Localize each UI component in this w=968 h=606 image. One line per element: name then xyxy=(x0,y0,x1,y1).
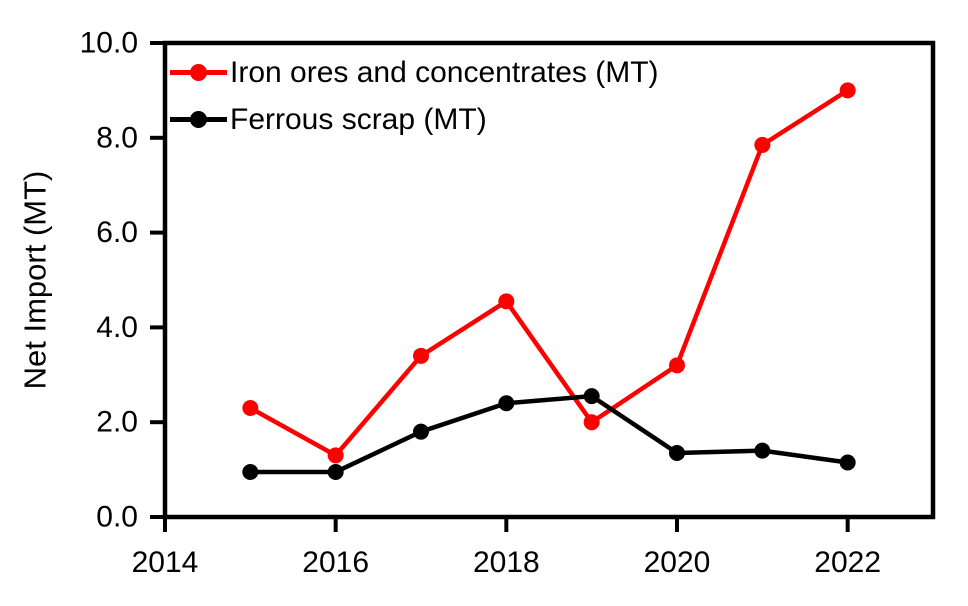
legend-dot-black xyxy=(190,111,207,128)
data-point-1 xyxy=(754,442,771,459)
data-point-1 xyxy=(498,395,515,412)
data-point-0 xyxy=(242,399,259,416)
legend-label-ferrous-scrap: Ferrous scrap (MT) xyxy=(230,102,487,136)
data-point-1 xyxy=(583,388,600,405)
series-line-0 xyxy=(248,88,850,458)
legend: Iron ores and concentrates (MT) Ferrous … xyxy=(170,49,659,143)
x-tick-label: 2020 xyxy=(644,546,711,579)
data-point-1 xyxy=(242,463,259,480)
data-point-0 xyxy=(754,136,771,153)
legend-label-iron-ores: Iron ores and concentrates (MT) xyxy=(230,55,659,89)
x-tick-label: 2014 xyxy=(132,546,199,579)
x-tick-label: 2016 xyxy=(302,546,369,579)
y-tick-label: 10.0 xyxy=(80,27,138,60)
data-point-1 xyxy=(413,423,429,440)
legend-line-dot-icon xyxy=(170,61,227,85)
data-point-0 xyxy=(498,293,515,310)
series-line-1 xyxy=(248,393,850,475)
data-point-1 xyxy=(669,445,685,462)
legend-dot-red xyxy=(190,64,207,81)
legend-item-iron-ores: Iron ores and concentrates (MT) xyxy=(170,49,659,96)
data-point-0 xyxy=(413,347,429,364)
data-point-1 xyxy=(839,454,856,471)
data-point-0 xyxy=(669,357,685,374)
y-tick-label: 8.0 xyxy=(96,121,138,154)
y-tick-label: 4.0 xyxy=(96,311,138,344)
data-point-1 xyxy=(327,463,344,480)
y-tick-label: 2.0 xyxy=(96,406,138,439)
x-tick-label: 2018 xyxy=(473,546,540,579)
data-point-0 xyxy=(583,414,600,431)
x-tick-label: 2022 xyxy=(814,546,881,579)
y-tick-label: 0.0 xyxy=(96,501,138,534)
legend-item-ferrous-scrap: Ferrous scrap (MT) xyxy=(170,96,659,143)
legend-line-dot-icon xyxy=(170,108,227,132)
data-point-0 xyxy=(839,82,856,99)
y-tick-label: 6.0 xyxy=(96,216,138,249)
plot-border xyxy=(162,40,936,520)
data-point-0 xyxy=(327,447,344,464)
